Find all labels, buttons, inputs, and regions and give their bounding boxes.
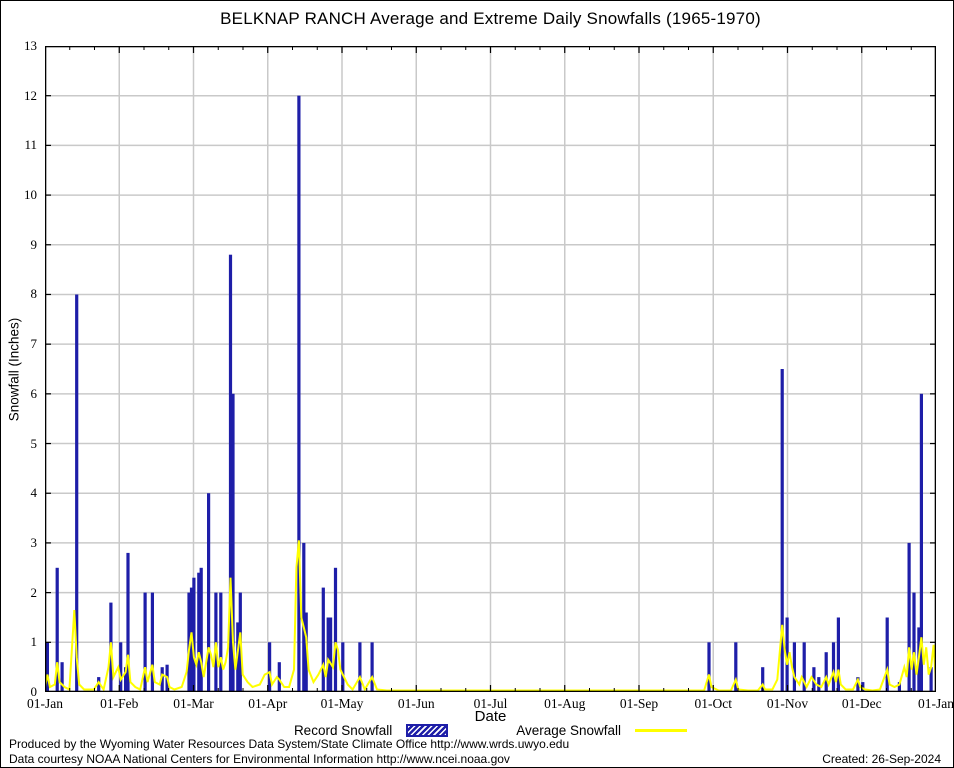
record-snowfall-bar [802,642,806,692]
record-snowfall-bar [304,612,308,692]
record-snowfall-bar [831,642,836,692]
record-snowfall-bar [268,642,272,692]
footer-created-date: Created: 26-Sep-2024 [822,752,941,766]
record-snowfall-bar [897,682,901,692]
record-snowfall-bar [817,677,821,692]
x-axis-tick-label: 01-May [320,696,364,711]
average-snowfall-line [45,540,936,692]
record-snowfall-bar [358,642,362,692]
record-snowfall-bar [907,542,911,692]
record-snowfall-bar [60,662,64,692]
y-axis-title: Snowfall (Inches) [6,317,22,422]
legend-record-label: Record Snowfall [293,723,393,738]
record-snowfall-bar [187,592,191,692]
record-snowfall-bar [124,667,128,692]
x-axis-tick-label: 01-Jan [918,696,954,711]
footer-data-courtesy: Data courtesy NOAA National Centers for … [9,752,510,766]
record-snowfall-bar [219,592,223,692]
record-snowfall-bar [734,642,738,692]
record-snowfall-bar [836,617,840,692]
record-snowfall-bar [207,493,211,692]
legend-average-line-icon [635,729,688,732]
record-snowfall-bar [231,393,235,692]
footer-produced-by: Produced by the Wyoming Water Resources … [9,737,570,751]
x-axis-tick-label: 01-Oct [694,696,733,711]
chart-title: BELKNAP RANCH Average and Extreme Daily … [220,9,761,28]
x-axis-tick-label: 01-Jan [27,696,63,711]
y-axis-tick-label: 9 [30,236,38,252]
record-snowfall-bar [119,642,123,692]
record-snowfall-bar [55,567,59,692]
x-axis-tick-label: 01-Mar [173,696,214,711]
record-snowfall-bar [143,592,147,692]
record-snowfall-bar [150,592,154,692]
record-snowfall-bar [824,652,828,692]
record-snowfall-bar [333,567,338,692]
y-axis-tick-label: 3 [30,534,38,550]
record-snowfall-bar [919,393,923,692]
x-axis-tick-label: 01-Sep [619,696,659,711]
y-axis-tick-label: 6 [30,385,38,401]
x-axis-tick-label: 01-Feb [100,696,139,711]
record-snowfall-bar [707,642,711,692]
record-snowfall-bar [341,642,345,692]
legend-record-swatch-icon [406,724,449,737]
record-snowfall-bar [792,642,796,692]
record-snowfall-bar [370,642,374,692]
record-snowfall-bar [97,677,101,692]
y-axis-tick-label: 7 [30,336,38,352]
record-snowfall-bar [302,542,306,692]
y-axis-tick-label: 8 [30,286,38,302]
record-snowfall-bar [277,662,281,692]
plot-area [45,46,936,692]
record-snowfall-bar [780,369,784,692]
record-snowfall-bar [199,567,203,692]
record-snowfall-bar [785,617,789,692]
record-snowfall-bar [761,667,765,692]
record-snowfall-bar [126,552,130,692]
y-axis-tick-label: 2 [30,584,38,600]
record-snowfall-bar [856,677,860,692]
record-snowfall-bar [45,642,49,692]
y-axis-tick-label: 4 [30,485,38,501]
x-axis-title: Date [474,708,507,725]
record-snowfall-bar [326,617,330,692]
record-snowfall-bar [912,592,916,692]
record-snowfall-bar [861,682,865,692]
x-axis-tick-label: 01-Jul [473,696,508,711]
record-snowfall-bar [75,294,79,692]
record-snowfall-bar [228,254,233,692]
y-axis-tick-label: 13 [24,38,37,53]
x-axis-tick-label: 01-Dec [841,696,882,711]
y-axis-tick-label: 12 [24,87,37,103]
record-snowfall-bar [321,587,325,692]
y-axis-tick-label: 5 [30,435,38,451]
record-snowfall-bar [329,617,333,692]
y-axis-tick-label: 11 [24,137,37,153]
record-snowfall-bar [885,617,889,692]
legend: Record Snowfall Average Snowfall [45,723,936,738]
x-axis-tick-label: 01-Nov [766,696,809,711]
record-snowfall-bar [197,572,201,692]
legend-average-label: Average Snowfall [516,723,622,738]
y-axis-tick-label: 0 [30,684,38,699]
x-axis-tick-label: 01-Aug [544,696,586,711]
x-axis-tick-label: 01-Jun [397,696,435,711]
record-snowfall-bar [929,667,933,692]
y-axis-tick-label: 10 [24,187,37,203]
plot-border [45,46,936,692]
record-snowfall-bar [192,577,196,692]
record-snowfall-bar [160,667,164,692]
record-snowfall-bar [297,95,301,692]
x-axis-tick-label: 01-Apr [248,696,288,711]
y-axis-tick-label: 1 [30,634,38,650]
